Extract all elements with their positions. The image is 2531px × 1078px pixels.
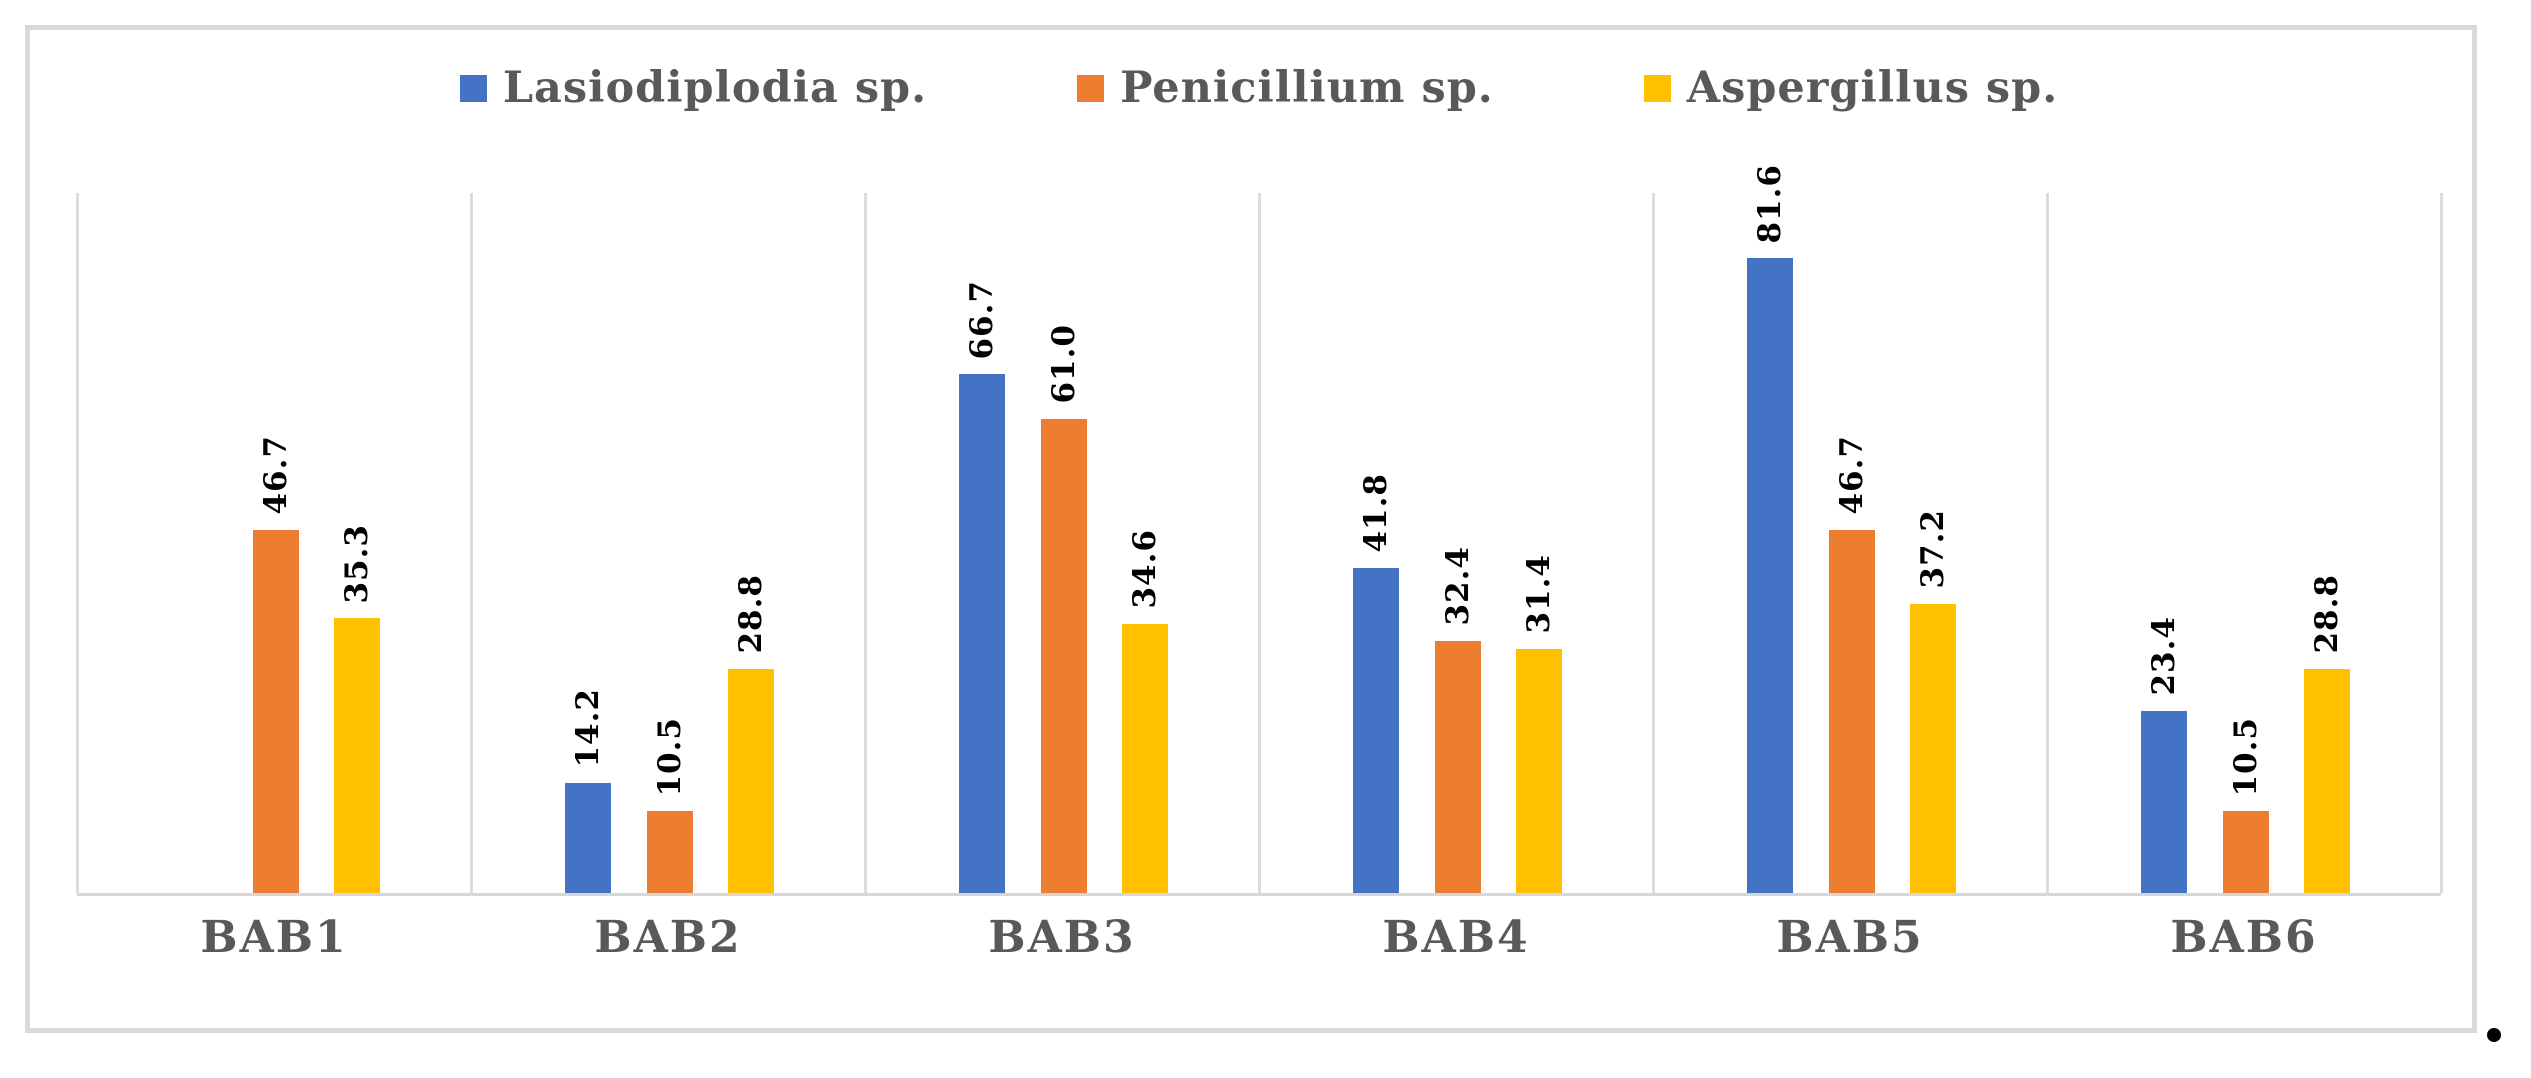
bar-value-label: 37.2 bbox=[1915, 509, 1951, 589]
bar-series1-cat4 bbox=[1353, 567, 1399, 893]
bar-series3-cat5 bbox=[1910, 603, 1956, 893]
bar-value-label: 34.6 bbox=[1127, 529, 1163, 609]
legend-label: Aspergillus sp. bbox=[1686, 63, 2059, 113]
category-gridline bbox=[864, 193, 867, 893]
x-axis-line bbox=[77, 893, 2441, 896]
bar-value-label: 28.8 bbox=[2309, 574, 2345, 654]
chart-legend: Lasiodiplodia sp. Penicillium sp. Aspergil… bbox=[77, 56, 2441, 120]
legend-item-series2: Penicillium sp. bbox=[1077, 63, 1494, 113]
bar-value-label: 46.7 bbox=[1834, 435, 1870, 515]
bar-series1-cat3 bbox=[959, 374, 1005, 893]
bar-series2-cat6 bbox=[2223, 811, 2269, 893]
bar-value-label: 41.8 bbox=[1358, 473, 1394, 553]
category-label-1: BAB1 bbox=[200, 912, 348, 963]
category-gridline bbox=[2046, 193, 2049, 893]
bar-series1-cat5 bbox=[1747, 258, 1793, 893]
category-label-2: BAB2 bbox=[594, 912, 742, 963]
chart-border bbox=[25, 25, 2477, 1033]
legend-swatch-icon bbox=[1077, 74, 1105, 102]
category-gridline bbox=[1652, 193, 1655, 893]
bar-series2-cat1 bbox=[253, 529, 299, 893]
legend-label: Lasiodiplodia sp. bbox=[502, 63, 928, 113]
bar-series1-cat6 bbox=[2141, 711, 2187, 893]
bar-value-label: 81.6 bbox=[1752, 163, 1788, 244]
legend-swatch-icon bbox=[1643, 74, 1671, 102]
bar-series3-cat2 bbox=[728, 669, 774, 893]
category-label-5: BAB5 bbox=[1776, 912, 1924, 963]
plot-area: 14.2 66.7 41.8 81.6 23.4 46.7 10.5 61.0 32.4 46.7… bbox=[76, 164, 2443, 896]
category-gridline bbox=[2440, 193, 2443, 893]
bar-series2-cat2 bbox=[647, 811, 693, 893]
bar-value-label: 14.2 bbox=[570, 688, 606, 768]
category-label-6: BAB6 bbox=[2170, 912, 2318, 963]
bar-series3-cat3 bbox=[1122, 623, 1168, 893]
legend-label: Penicillium sp. bbox=[1120, 63, 1494, 113]
bar-series2-cat5 bbox=[1829, 529, 1875, 893]
category-label-3: BAB3 bbox=[988, 912, 1136, 963]
bar-value-label: 32.4 bbox=[1440, 546, 1476, 626]
bar-series1-cat2 bbox=[565, 782, 611, 893]
legend-item-series3: Aspergillus sp. bbox=[1643, 63, 2059, 113]
category-gridline bbox=[470, 193, 473, 893]
bar-value-label: 61.0 bbox=[1046, 324, 1082, 404]
category-gridline bbox=[1258, 193, 1261, 893]
bar-value-label: 66.7 bbox=[964, 279, 1000, 360]
category-gridline bbox=[76, 193, 79, 893]
bar-value-label: 31.4 bbox=[1521, 554, 1557, 634]
legend-swatch-icon bbox=[459, 74, 487, 102]
bar-value-label: 10.5 bbox=[652, 716, 688, 797]
bar-series3-cat6 bbox=[2304, 669, 2350, 893]
category-label-4: BAB4 bbox=[1382, 912, 1530, 963]
bar-value-label: 46.7 bbox=[258, 435, 294, 515]
bar-series2-cat4 bbox=[1435, 641, 1481, 893]
legend-item-series1: Lasiodiplodia sp. bbox=[459, 63, 928, 113]
bar-value-label: 10.5 bbox=[2228, 716, 2264, 797]
bar-series2-cat3 bbox=[1041, 418, 1087, 893]
bar-value-label: 28.8 bbox=[733, 574, 769, 654]
bar-series3-cat4 bbox=[1516, 648, 1562, 893]
bar-series3-cat1 bbox=[334, 618, 380, 893]
caption-period: . bbox=[2487, 1028, 2501, 1042]
bar-value-label: 23.4 bbox=[2146, 616, 2182, 696]
bar-value-label: 35.3 bbox=[339, 523, 375, 604]
